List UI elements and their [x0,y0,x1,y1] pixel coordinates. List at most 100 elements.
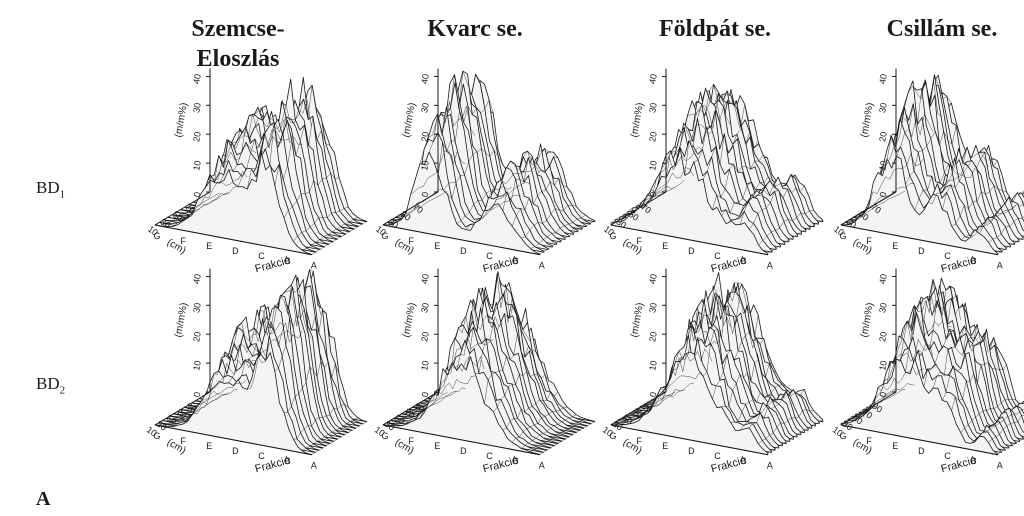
mesh-line [632,206,637,209]
mesh-line [417,407,422,411]
mesh-line [235,138,241,149]
mesh-line [298,387,303,395]
mesh-line [878,198,884,202]
depth-axis [154,391,211,426]
mesh-line [513,186,518,190]
mesh-line [780,422,785,424]
mesh-line [556,409,560,412]
mesh-line [300,125,305,141]
mesh-line [774,403,779,407]
fraction-tick-label: C [486,251,493,261]
mesh-line [302,247,307,251]
mesh-line [554,424,559,426]
mesh-line [563,406,568,409]
mesh-line [311,85,317,109]
mesh-line [294,109,299,123]
mesh-line [692,112,697,131]
mesh-line [257,327,262,342]
mesh-line [534,447,538,450]
mesh-line [419,186,424,188]
mesh-line [431,173,437,176]
depth-tick-label: 70 [869,202,883,216]
mesh-line [511,383,516,386]
mesh-line [537,191,542,196]
mesh-line [905,183,911,188]
fraction-tick-label: B [971,456,977,466]
mesh-line [871,206,876,210]
mesh-line [248,360,253,368]
mesh-line [818,219,823,223]
mesh-line [241,126,246,153]
mesh-line [441,379,446,383]
mesh-line [923,331,928,337]
mesh-line [228,169,234,172]
mesh-line [454,74,459,110]
mesh-line [496,198,501,200]
mesh-line [247,168,252,190]
mesh-line [634,412,639,416]
mesh-line [623,419,628,423]
mesh-line [362,221,367,225]
mesh-line [758,440,763,445]
mesh-line [682,386,687,392]
mesh-line [409,208,415,213]
mesh-line [215,395,220,400]
mesh-line [745,331,750,336]
mesh-line [787,390,792,396]
mesh-line [633,418,637,421]
mesh-line [479,80,485,104]
mesh-line [979,432,984,437]
mesh-line [246,346,251,349]
mesh-line [450,391,455,394]
mesh-line [679,350,684,360]
mesh-line [507,186,512,190]
mesh-line [226,359,231,375]
depth-tick-label: 90 [870,401,884,415]
mesh-line [769,180,775,185]
mesh-line [714,110,720,122]
fraction-tick-label: E [206,241,212,251]
mesh-line [328,241,334,245]
mesh-line [919,321,924,337]
mesh-line [715,146,721,165]
mesh-line [896,146,901,157]
fraction-tick-label: C [944,451,951,461]
mesh-line [562,185,568,188]
z-tick-label: 40 [191,273,203,285]
mesh-line [326,172,331,179]
mesh-line [739,425,744,431]
mesh-line [916,300,921,314]
mesh-line [771,387,776,394]
mesh-line [929,330,934,350]
mesh-line [171,419,176,422]
mesh-line [939,172,945,184]
mesh-line [586,222,591,226]
mesh-line [1011,205,1016,210]
mesh-line [994,215,1000,218]
mesh-line [273,122,279,147]
mesh-line [690,322,695,342]
mesh-line [923,202,929,211]
mesh-line [961,162,966,175]
mesh-line [987,217,993,219]
depth-tick-label: 10 [374,224,388,238]
z-tick-label: 40 [877,73,889,85]
mesh-line [305,191,310,194]
mesh-line [917,88,922,125]
depth-axis [382,391,439,426]
mesh-line [903,352,908,356]
mesh-line [457,118,463,120]
mesh-line [220,193,226,195]
mesh-line [276,295,281,307]
mesh-line [981,191,986,195]
mesh-line [490,188,495,191]
mesh-line [861,412,866,416]
mesh-line [481,148,486,153]
mesh-line [965,235,970,237]
mesh-line [200,398,205,402]
mesh-line [640,412,645,417]
mesh-line [537,444,542,448]
mesh-line [539,399,544,401]
mesh-line [515,373,520,385]
